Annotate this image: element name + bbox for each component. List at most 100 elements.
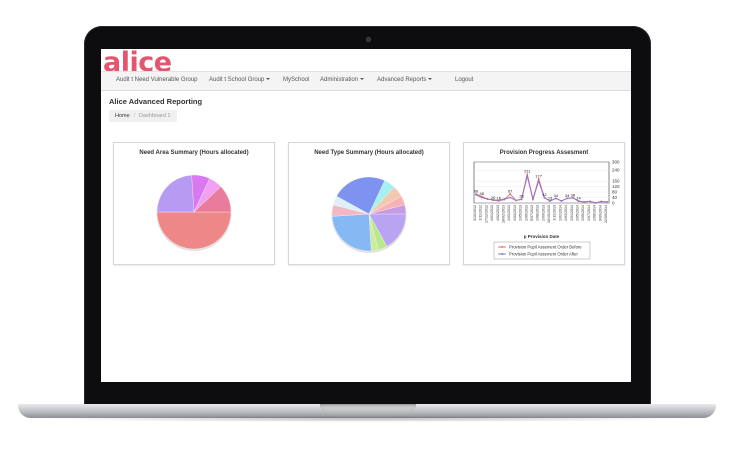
- need-area-pie-chart: [156, 174, 232, 251]
- data-label: 13: [548, 196, 553, 201]
- x-tick-label: 22/09/2014: [604, 205, 608, 223]
- x-tick-label: 1/03/2014: [564, 205, 568, 221]
- laptop-base: [18, 404, 716, 418]
- nav-advanced-reports[interactable]: Advanced Reports: [377, 77, 433, 83]
- data-point[interactable]: [503, 198, 506, 200]
- data-point[interactable]: [594, 201, 597, 204]
- pie-slice-0[interactable]: [156, 211, 232, 250]
- page-title: Alice Advanced Reporting: [109, 97, 203, 106]
- breadcrumb: Home / Dashboard 1: [109, 110, 177, 122]
- caret-down-icon: [428, 78, 433, 80]
- y-tick-label: 40: [612, 195, 618, 200]
- nav-myschool[interactable]: MySchool: [283, 77, 310, 83]
- plot-area: [473, 161, 610, 204]
- data-point[interactable]: [583, 201, 586, 203]
- x-tick-label: 10/10/2013: [547, 205, 551, 223]
- data-point[interactable]: [543, 196, 546, 199]
- pie-slice-3[interactable]: [331, 213, 372, 252]
- legend-label[interactable]: Provision Pupil Assement Order After: [509, 252, 578, 257]
- data-point[interactable]: [560, 200, 563, 202]
- data-point[interactable]: [600, 200, 603, 203]
- x-tick-label: 1/09/2013: [541, 205, 545, 221]
- x-axis-label: p Provision Date: [524, 234, 560, 239]
- data-point[interactable]: [486, 198, 489, 201]
- data-point[interactable]: [577, 200, 580, 202]
- data-point[interactable]: [606, 201, 608, 203]
- data-label: 38: [571, 192, 576, 197]
- x-tick-label: 1/11/2012: [479, 205, 483, 221]
- y-tick-label: 120: [612, 184, 620, 189]
- x-tick-label: 1/07/2014: [587, 205, 591, 221]
- top-navbar: Audit t Need Vulnerable Group Audit t Sc…: [101, 71, 631, 91]
- pie-slice-6[interactable]: [336, 176, 385, 215]
- y-tick-label: 160: [612, 179, 620, 184]
- data-point[interactable]: [549, 200, 551, 202]
- x-tick-label: 5/07/2013: [530, 205, 534, 221]
- data-point[interactable]: [571, 196, 574, 199]
- data-label: 14: [576, 196, 581, 201]
- data-point[interactable]: [475, 193, 477, 196]
- breadcrumb-separator: /: [134, 113, 136, 119]
- y-tick-label: 300: [612, 160, 620, 165]
- nav-administration[interactable]: Administration: [320, 77, 365, 83]
- pie-slice-10[interactable]: [368, 204, 407, 215]
- x-tick-label: 9/09/2014: [598, 205, 602, 221]
- data-point[interactable]: [537, 177, 540, 180]
- need-area-summary-panel: Need Area Summary (Hours allocated): [113, 142, 275, 265]
- x-tick-label: 1/05/2014: [576, 205, 580, 221]
- chart-legend: [493, 241, 591, 260]
- x-tick-label: 1/04/2014: [570, 205, 574, 221]
- data-point[interactable]: [589, 200, 591, 203]
- data-label: 66: [474, 188, 479, 193]
- data-point[interactable]: [526, 173, 529, 176]
- x-tick-label: 1/06/2013: [524, 205, 528, 221]
- x-tick-label: 1/02/2014: [558, 205, 562, 221]
- x-tick-label: 1/08/2014: [593, 205, 597, 221]
- data-point[interactable]: [492, 198, 494, 201]
- x-tick-label: 1/11/2013: [553, 205, 557, 221]
- y-tick-label: 240: [612, 168, 620, 173]
- x-tick-label: 4/01/2013: [490, 205, 494, 221]
- x-tick-label: 4/03/2013: [513, 205, 517, 221]
- x-tick-label: 17/12/2012: [484, 205, 488, 223]
- data-point[interactable]: [537, 180, 540, 182]
- data-point[interactable]: [566, 197, 569, 200]
- data-label: 34: [554, 193, 559, 198]
- data-point[interactable]: [509, 192, 512, 195]
- caret-down-icon: [360, 78, 365, 80]
- data-point[interactable]: [526, 175, 529, 177]
- data-label: 20: [491, 195, 496, 200]
- nav-audit-school-group[interactable]: Audit t School Group: [209, 77, 271, 83]
- legend-label[interactable]: Provision Pupil Assement Order Before: [509, 245, 582, 250]
- pie-slice-4[interactable]: [193, 186, 232, 213]
- data-label: 16: [497, 195, 502, 200]
- data-label: 34: [565, 193, 570, 198]
- panel-title: Need Type Summary (Hours allocated): [314, 150, 424, 156]
- provision-progress-panel: Provision Progress Assesment 0 40 80 120 160…: [463, 142, 625, 265]
- data-point[interactable]: [554, 197, 557, 200]
- x-tick-label: 1/06/2014: [581, 205, 585, 221]
- data-label: 67: [508, 188, 513, 193]
- data-point[interactable]: [514, 199, 517, 202]
- data-label: 42: [542, 192, 547, 197]
- data-label: 48: [479, 191, 484, 196]
- breadcrumb-current: Dashboard 1: [139, 113, 171, 119]
- data-point[interactable]: [520, 198, 523, 201]
- laptop-notch: [320, 404, 416, 411]
- panel-title: Need Area Summary (Hours allocated): [139, 150, 249, 156]
- need-type-summary-panel: Need Type Summary (Hours allocated): [288, 142, 450, 265]
- breadcrumb-home[interactable]: Home: [115, 113, 130, 119]
- legend-marker: [501, 253, 503, 255]
- nav-logout[interactable]: Logout: [455, 77, 474, 83]
- pie-slice-1[interactable]: [156, 174, 195, 213]
- series-line-1: [475, 175, 608, 204]
- data-point[interactable]: [532, 198, 534, 201]
- x-tick-label: 1/05/2013: [519, 205, 523, 221]
- data-point[interactable]: [497, 199, 500, 202]
- data-point[interactable]: [509, 196, 512, 199]
- y-tick-label: 80: [612, 190, 618, 195]
- nav-audit-need-vulnerable-group[interactable]: Audit t Need Vulnerable Group: [116, 77, 198, 83]
- data-point[interactable]: [480, 196, 483, 199]
- panel-title: Provision Progress Assesment: [499, 150, 589, 156]
